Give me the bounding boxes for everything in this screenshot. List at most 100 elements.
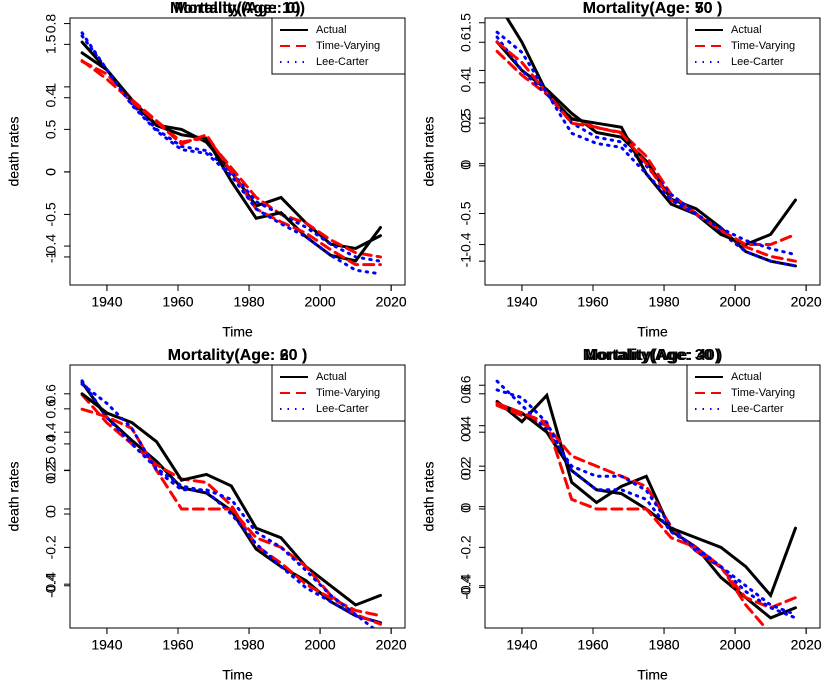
x-tick-label: 2020	[791, 637, 822, 653]
x-tick-label: 2020	[791, 294, 822, 310]
x-axis-label: Time	[222, 667, 253, 683]
y-tick-label: 0.2	[458, 113, 474, 133]
series-line	[80, 379, 382, 625]
series-line	[80, 40, 382, 263]
y-tick-label: -0.2	[458, 535, 474, 559]
plot-area	[80, 31, 382, 276]
chart-title: Mortality(Age: 70 )	[583, 0, 723, 17]
series-line	[495, 40, 797, 268]
y-tick-label: 1	[458, 66, 474, 74]
y-axis-label: death rates	[421, 461, 437, 531]
plot-frame	[484, 17, 821, 286]
x-tick-label: 1980	[233, 637, 264, 653]
legend-label: Lee-Carter	[731, 56, 784, 68]
x-tick-label: 1940	[91, 637, 122, 653]
x-tick-label: 1960	[162, 294, 193, 310]
y-tick-label: 0.2	[43, 461, 59, 481]
y-tick-label: 0	[458, 505, 474, 513]
legend-label: Actual	[731, 371, 762, 383]
x-tick-label: 1960	[577, 637, 608, 653]
x-tick-label: 1980	[648, 637, 679, 653]
y-axis-label: death rates	[6, 461, 22, 531]
x-tick-label: 1960	[162, 294, 193, 310]
x-tick-label: 2000	[720, 294, 751, 310]
y-tick-label: 0.6	[458, 384, 474, 404]
y-tick-label: -0.2	[43, 535, 59, 559]
y-tick-label: 0	[458, 160, 474, 168]
x-tick-label: 1940	[506, 294, 537, 310]
legend-label: Lee-Carter	[316, 56, 369, 68]
series-line	[495, 30, 797, 257]
legend-label: Actual	[731, 24, 762, 36]
plot-area	[80, 382, 382, 628]
y-tick-label: 0	[43, 510, 59, 518]
series-line	[80, 59, 382, 259]
series-line	[80, 392, 382, 607]
y-tick-label: 0.4	[43, 88, 59, 108]
x-tick-label: 2020	[376, 637, 407, 653]
y-tick-label: -0.4	[458, 575, 474, 599]
chart-title: Mortality(Age: 40)	[585, 347, 720, 364]
y-axis-label: death rates	[421, 116, 437, 186]
x-tick-label: 1940	[506, 294, 537, 310]
y-tick-label: 0	[458, 162, 474, 170]
x-tick-label: 1940	[506, 637, 537, 653]
y-tick-label: 1.5	[458, 13, 474, 33]
series-line	[495, 388, 797, 617]
plot-frame	[69, 17, 406, 286]
chart-title: Mortality(Age: 0)	[174, 0, 300, 17]
y-axis-label: death rates	[421, 116, 437, 186]
y-tick-label: -0.5	[458, 201, 474, 225]
x-tick-label: 2020	[791, 637, 822, 653]
x-tick-label: 2000	[305, 294, 336, 310]
legend-box	[271, 17, 406, 75]
series-line	[80, 59, 382, 267]
legend-label: Time-Varying	[731, 387, 795, 399]
y-tick-label: 0.6	[43, 399, 59, 419]
x-tick-label: 2000	[305, 637, 336, 653]
y-tick-label: 0.2	[458, 456, 474, 476]
y-tick-label: 0.5	[43, 119, 59, 139]
y-tick-label: 0.6	[458, 375, 474, 395]
legend-label: Lee-Carter	[316, 403, 369, 415]
series-line	[80, 382, 376, 628]
x-axis-label: Time	[637, 324, 668, 340]
legend-box	[686, 17, 821, 75]
y-tick-label: -0.5	[43, 202, 59, 226]
legend-label: Actual	[316, 371, 347, 383]
x-tick-label: 1940	[91, 294, 122, 310]
y-tick-label: 0.8	[43, 14, 59, 34]
x-tick-label: 2000	[305, 637, 336, 653]
series-line	[80, 51, 382, 250]
y-tick-label: 0.25	[43, 456, 59, 483]
x-axis-label: Time	[222, 324, 253, 340]
x-tick-label: 1960	[577, 294, 608, 310]
chart-title: Mortality(Age: 60 )	[168, 347, 308, 364]
y-tick-label: 0	[458, 503, 474, 511]
chart-title: Mortality(Age: 30 )	[583, 347, 723, 364]
y-tick-label: -0.4	[43, 573, 59, 597]
x-tick-label: 1980	[648, 294, 679, 310]
legend-box	[271, 364, 406, 422]
legend-label: Time-Varying	[316, 40, 380, 52]
y-tick-label: -0.4	[43, 572, 59, 596]
chart-title: Mortality(Age: 10)	[170, 0, 305, 17]
plot-area	[495, 388, 797, 628]
x-tick-label: 2000	[720, 294, 751, 310]
x-axis-label: Time	[222, 324, 253, 340]
series-line	[495, 403, 797, 610]
x-tick-label: 1960	[162, 637, 193, 653]
legend-label: Actual	[316, 24, 347, 36]
y-axis-label: death rates	[6, 116, 22, 186]
x-axis-label: Time	[222, 667, 253, 683]
y-tick-label: -0.4	[43, 234, 59, 258]
y-tick-label: 0.6	[458, 32, 474, 52]
series-line	[80, 393, 382, 618]
y-tick-label: -1	[458, 255, 474, 268]
x-tick-label: 2000	[305, 294, 336, 310]
x-axis-label: Time	[637, 667, 668, 683]
y-tick-label: 0.4	[458, 422, 474, 442]
series-line	[495, 379, 797, 620]
legend-box	[686, 364, 821, 422]
legend-label: Time-Varying	[731, 40, 795, 52]
